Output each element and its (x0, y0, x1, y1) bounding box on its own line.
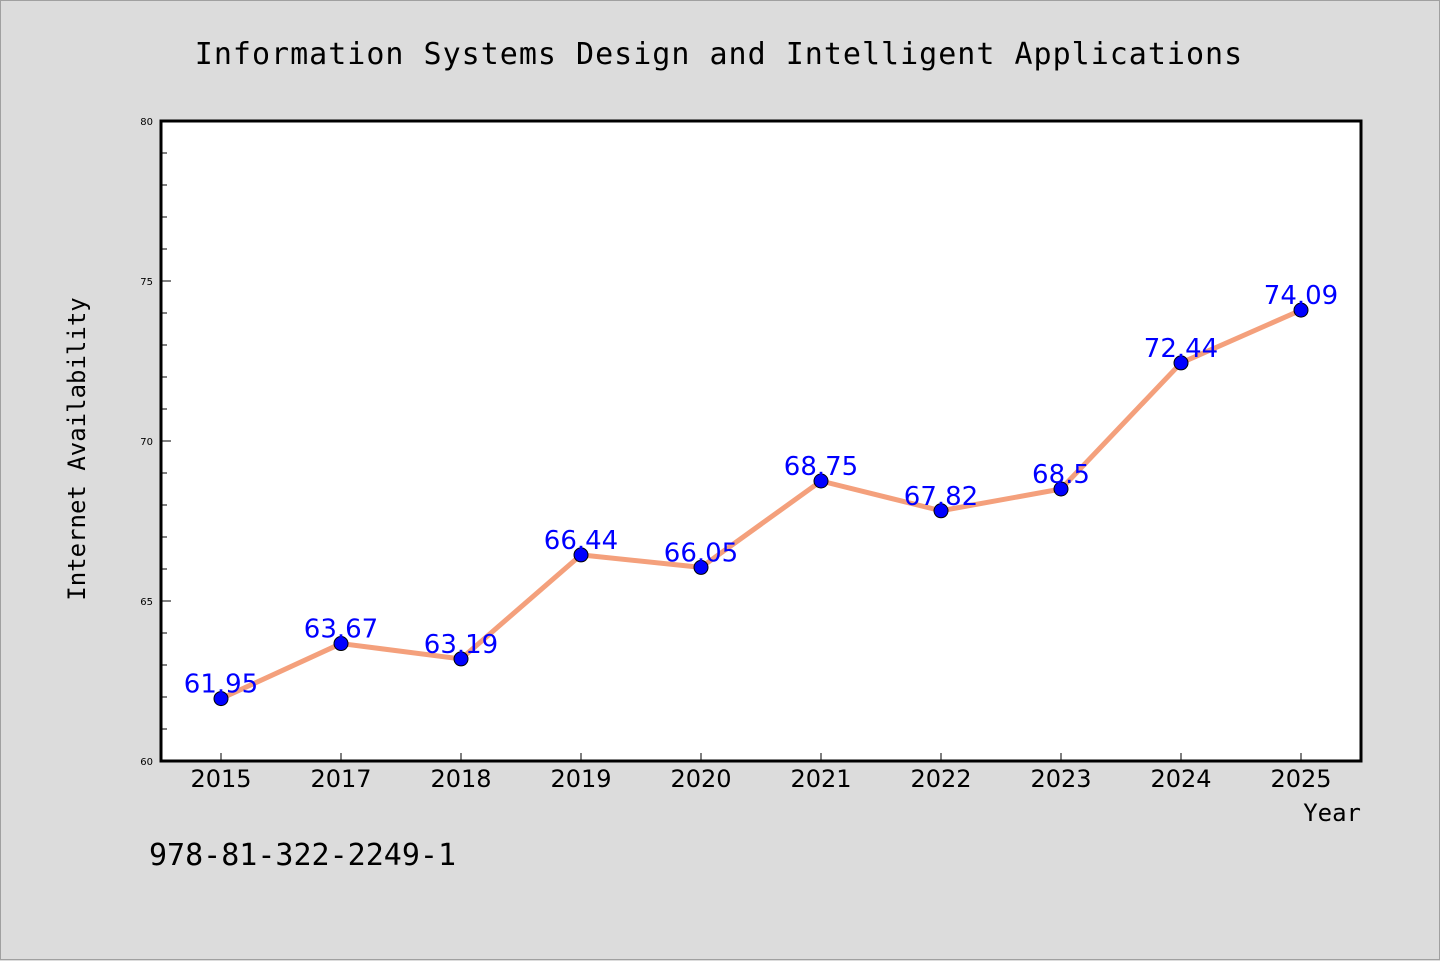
y-tick-label: 70 (140, 437, 153, 448)
plot-area (161, 121, 1361, 761)
data-point[interactable] (813, 473, 829, 489)
x-tick-label: 2025 (1270, 765, 1331, 793)
series-layer (213, 302, 1309, 707)
axis-ticks: 60 65 70 75 80 2015 2017 2018 2019 2020 2021 2022 20… (140, 117, 1331, 793)
data-point[interactable] (333, 636, 349, 652)
data-label: 66.44 (544, 526, 618, 556)
y-axis-label: Internet Availability (63, 297, 91, 600)
x-tick-label: 2019 (550, 765, 611, 793)
x-tick-label: 2015 (190, 765, 251, 793)
data-point[interactable] (213, 691, 229, 707)
x-tick-label: 2017 (310, 765, 371, 793)
y-tick-label: 75 (140, 277, 153, 288)
plot-frame (159, 119, 1363, 763)
x-tick-label: 2022 (910, 765, 971, 793)
data-point[interactable] (1293, 302, 1309, 318)
data-point[interactable] (1053, 481, 1069, 497)
y-tick-label: 80 (140, 117, 153, 128)
data-label: 68.75 (784, 452, 858, 482)
data-point[interactable] (1173, 355, 1189, 371)
x-tick-label: 2018 (430, 765, 491, 793)
data-label: 67.82 (904, 482, 978, 512)
data-label: 72.44 (1144, 334, 1218, 364)
data-label: 68.5 (1032, 460, 1090, 490)
chart-title: Information Systems Design and Intellige… (195, 37, 1243, 72)
x-tick-label: 2024 (1150, 765, 1211, 793)
data-label: 66.05 (664, 538, 738, 568)
y-tick-label: 65 (140, 597, 153, 608)
x-tick-label: 2020 (670, 765, 731, 793)
x-tick-label: 2021 (790, 765, 851, 793)
data-point[interactable] (573, 547, 589, 563)
data-point[interactable] (453, 651, 469, 667)
x-tick-label: 2023 (1030, 765, 1091, 793)
series-line (218, 307, 1304, 702)
data-label: 63.19 (424, 630, 498, 660)
data-label: 74.09 (1264, 281, 1338, 311)
x-axis-label: Year (1303, 799, 1361, 827)
data-label: 63.67 (304, 615, 378, 645)
data-point[interactable] (693, 559, 709, 575)
data-labels: 61.95 63.67 63.19 66.44 66.05 68.75 67.82 68.5 7… (184, 281, 1338, 699)
data-label: 61.95 (184, 670, 258, 700)
data-point[interactable] (933, 503, 949, 519)
isbn-text: 978-81-322-2249-1 (149, 838, 456, 873)
y-tick-label: 60 (140, 757, 153, 768)
